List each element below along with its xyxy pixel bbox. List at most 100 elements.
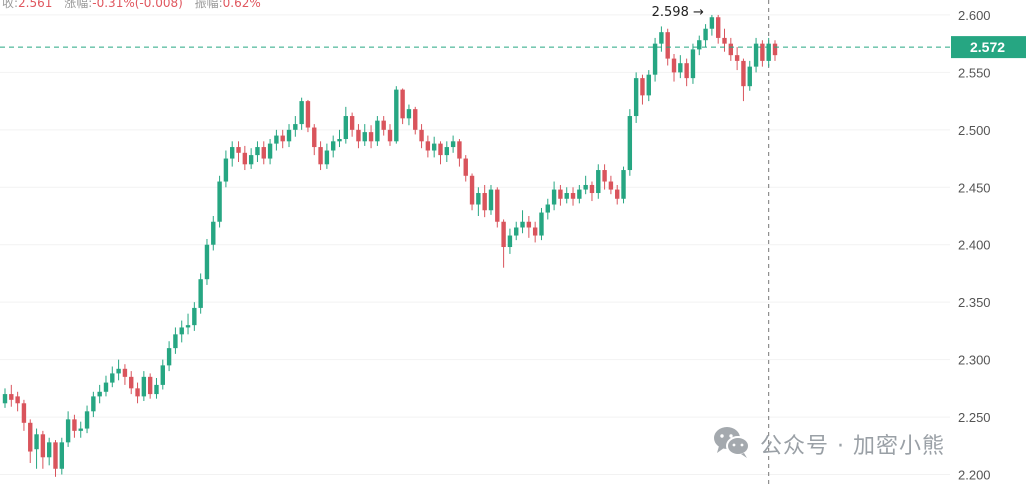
candle [21,399,27,431]
candle [488,184,494,215]
candle-body [482,193,487,211]
candle [337,129,342,148]
candle-body [147,376,153,395]
candle [261,141,266,165]
candle [495,187,500,228]
y-tick-label: 2.500 [958,123,991,138]
candle [621,166,626,204]
candle-body [312,127,317,148]
candle [97,384,102,404]
candle [129,371,134,395]
candle [46,437,52,466]
candle-body [192,307,197,326]
candle [545,198,550,220]
candle-body [293,124,298,130]
candle-body [368,132,374,142]
candle-body [400,89,405,119]
candle [570,187,576,206]
candle-body [747,66,752,87]
y-tick-label: 2.600 [958,8,991,23]
y-tick-label: 2.350 [958,295,991,310]
high-marker-label: 2.598 → [652,5,704,20]
candle-body [15,396,20,404]
candle [463,155,468,182]
candle [482,184,487,218]
candle-body [97,391,102,397]
candle [267,139,273,165]
candle [59,437,65,475]
candle-body [520,221,525,228]
candle-body [532,227,538,236]
candle [110,366,115,388]
candle-body [255,147,260,156]
candle-body [760,43,765,61]
candle-body [141,376,147,397]
change-label: 涨幅: [64,0,93,10]
candle [28,419,33,464]
price-axis: 2.600 2.550 2.500 2.450 2.400 2.350 2.300 2.250… [958,8,991,483]
candle-body [91,396,96,412]
candle-body [154,384,159,395]
candle [671,54,677,82]
candle-body [166,348,172,366]
current-price-line: 2.572 [0,36,1026,59]
candle-body [204,244,210,280]
candle-body [9,394,14,400]
candle [236,141,241,162]
candle [394,86,399,144]
candle-body [406,109,412,119]
watermark-text: 公众号 · 加密小熊 [760,434,945,459]
candle-body [173,334,178,349]
grid-lines [0,14,950,476]
candle-body [236,147,241,153]
candle-body [242,152,248,165]
candle-body [217,181,222,222]
candle [608,175,614,195]
candle [160,359,165,390]
candle [652,37,658,82]
candle-body [362,132,367,142]
candle-body [633,78,639,117]
candle-body [286,129,292,142]
candle [72,414,77,438]
candle [741,58,746,102]
candle-body [387,129,393,142]
candle-body [318,147,323,165]
candle-body [223,158,229,182]
candle-body [589,184,595,194]
y-tick-label: 2.550 [958,65,991,80]
candle [564,187,569,204]
candle [596,164,601,199]
candle-body [488,189,494,211]
candle [103,375,109,397]
candle-body [646,74,651,96]
candle [122,364,128,385]
candle [53,440,58,477]
candle [709,14,715,36]
candle-body [419,129,424,142]
candle [40,430,46,469]
candle-body [551,189,557,205]
candle-body [40,434,46,458]
candle-body [678,63,683,73]
candle-body [356,129,361,142]
candle-body [103,382,109,392]
candle [646,70,651,102]
candle-body [463,158,468,176]
candle-body [46,442,52,458]
candle [65,411,71,447]
candle [766,37,771,67]
candle [753,37,759,73]
y-tick-label: 2.400 [958,238,991,253]
candle-body [299,101,304,125]
candle [602,164,607,190]
candle [349,112,355,137]
candle-body [2,394,8,404]
candle-body [514,227,519,236]
candle-body [349,116,355,130]
candle-body [450,141,456,148]
candle [526,216,532,238]
candle [154,378,159,399]
candle [627,109,633,176]
candle-body [671,58,677,73]
